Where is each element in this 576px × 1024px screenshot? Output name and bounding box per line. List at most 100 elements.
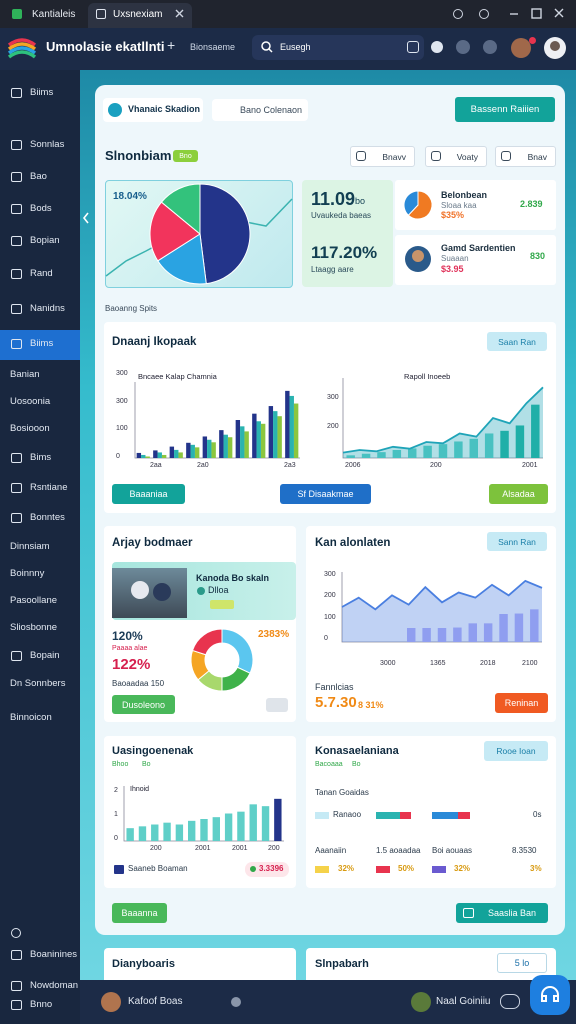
- bar: [437, 628, 447, 642]
- bar: [141, 454, 146, 458]
- nav-item[interactable]: Bods: [30, 203, 52, 214]
- button[interactable]: Dusoleono: [112, 695, 175, 714]
- bar: [285, 390, 290, 458]
- button[interactable]: Saaslia Ban: [456, 903, 548, 923]
- bar: [268, 406, 274, 458]
- sidebar: [0, 70, 80, 1024]
- nav-item[interactable]: Bopain: [30, 650, 60, 661]
- fab[interactable]: [530, 975, 570, 1015]
- small-button[interactable]: [266, 698, 288, 712]
- collapse-arrow: [82, 212, 89, 224]
- nav-item[interactable]: Sonnlas: [30, 139, 65, 150]
- card-subtitle: Sloaa kaa: [441, 201, 477, 210]
- label: Ranaoo: [333, 810, 362, 819]
- pill-value: 3.3396: [259, 864, 284, 873]
- button[interactable]: Baaanna: [112, 903, 167, 923]
- tab-bar: [0, 0, 576, 28]
- nav-item[interactable]: Boinnny: [10, 568, 45, 579]
- slice: [157, 233, 207, 285]
- stat-label: Ltaagg aare: [311, 265, 354, 274]
- button[interactable]: Sf Disaakmae: [280, 484, 371, 504]
- bar: [469, 438, 478, 458]
- bar: [174, 449, 179, 458]
- add-button[interactable]: +: [167, 37, 176, 53]
- nav-icon: [11, 236, 22, 246]
- bar: [151, 824, 159, 841]
- panel-title: Dianyboaris: [112, 958, 175, 970]
- nav-item[interactable]: Boaninines: [30, 949, 78, 960]
- button[interactable]: Reninan: [495, 693, 548, 713]
- bar: [161, 454, 167, 458]
- panel: [104, 526, 296, 722]
- nav-icon: [11, 172, 22, 182]
- button[interactable]: Alsadaa: [489, 484, 548, 504]
- bar: [256, 421, 261, 458]
- slice: [199, 183, 251, 285]
- logo-arc: [7, 50, 37, 59]
- bar: [224, 813, 233, 841]
- nav-item[interactable]: Rand: [30, 268, 53, 279]
- bar: [422, 628, 431, 642]
- bar: [138, 826, 147, 841]
- swatch: [432, 866, 446, 873]
- nav-item[interactable]: Dinnsiam: [10, 541, 50, 552]
- x-tick-label: 2aa: [150, 462, 162, 469]
- button[interactable]: Sann Ran: [487, 532, 547, 551]
- card-title: Belonbean: [441, 190, 488, 200]
- bar: [361, 453, 371, 458]
- stat-label: Baoaadaa 150: [112, 679, 165, 688]
- nav-link: Bionsaeme: [190, 42, 236, 52]
- section-title: Slnonbiam: [105, 148, 172, 163]
- avatar: [101, 992, 121, 1012]
- nav-icon: [11, 204, 22, 214]
- bar: [293, 403, 299, 458]
- nav-item[interactable]: Biims: [30, 87, 54, 98]
- nav-item[interactable]: Bonntes: [30, 512, 65, 523]
- logo: [7, 38, 37, 59]
- panel: [306, 526, 556, 722]
- button[interactable]: Voaty: [425, 146, 487, 167]
- pie-chart: [403, 190, 433, 220]
- bar: [212, 817, 220, 841]
- nav-item[interactable]: Dn Sonnbers: [10, 678, 66, 689]
- nav-item[interactable]: Bims: [30, 452, 52, 463]
- y-tick-label: 300: [116, 370, 128, 377]
- nav-item[interactable]: Bnno: [30, 999, 53, 1010]
- icon: [250, 866, 256, 872]
- search-icon: [261, 41, 273, 53]
- nav-item[interactable]: Rsntiane: [30, 482, 68, 493]
- y-tick-label: 100: [324, 613, 336, 621]
- nav-item[interactable]: Banian: [10, 369, 40, 380]
- nav-item[interactable]: Bao: [30, 171, 47, 182]
- avatar: [101, 992, 121, 1012]
- nav-item[interactable]: Bopian: [30, 235, 60, 246]
- fab-icon: [541, 986, 559, 1002]
- slice: [407, 190, 433, 220]
- bar: [190, 444, 195, 458]
- nav-item[interactable]: Nowdoman: [30, 980, 79, 991]
- bar: [530, 609, 539, 642]
- nav-item[interactable]: Nanidns: [30, 303, 65, 314]
- nav-item[interactable]: Pasoollane: [10, 595, 58, 606]
- button[interactable]: Saan Ran: [487, 332, 547, 351]
- photo-figure: [153, 583, 171, 601]
- avatar: [550, 41, 560, 51]
- nav-item[interactable]: Bosiooon: [10, 423, 50, 434]
- button[interactable]: 5 lo: [497, 953, 547, 973]
- button[interactable]: Bno: [173, 150, 198, 162]
- button[interactable]: Rooe Ioan: [484, 741, 548, 761]
- stat-unit: bo: [355, 196, 366, 206]
- nav-item[interactable]: Uosoonia: [10, 396, 51, 407]
- x-tick-label: 2a3: [284, 462, 296, 469]
- button[interactable]: Baaaniaa: [112, 484, 185, 504]
- button[interactable]: Bnavv: [350, 146, 415, 167]
- bar: [219, 430, 224, 458]
- search-box[interactable]: [252, 35, 424, 60]
- nav-item[interactable]: Biims: [30, 338, 54, 349]
- nav-item[interactable]: Binnoicon: [10, 712, 52, 723]
- card-subtitle: Dlloa: [208, 585, 229, 595]
- nav-item[interactable]: Sliosbonne: [10, 622, 58, 633]
- button[interactable]: Bassenn Raiiien: [455, 97, 555, 122]
- y-tick-label: 300: [324, 571, 336, 578]
